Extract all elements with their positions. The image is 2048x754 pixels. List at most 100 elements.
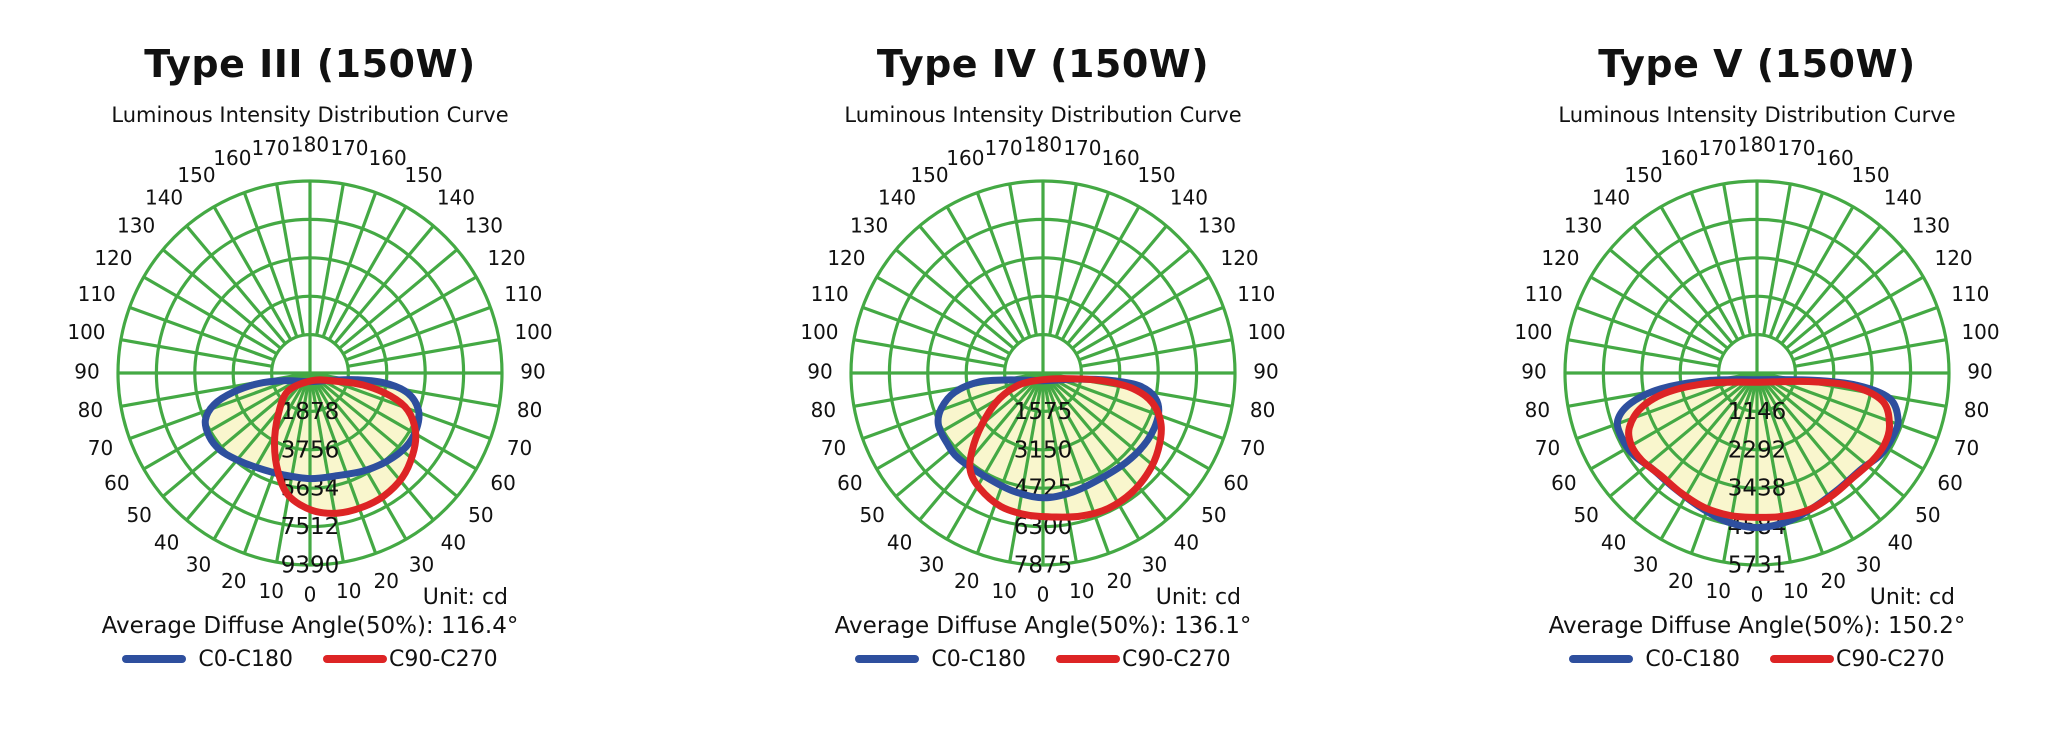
svg-text:90: 90 [74,359,99,383]
svg-text:90: 90 [520,359,545,383]
svg-text:90: 90 [1253,359,1278,383]
average-diffuse-angle-label: Average Diffuse Angle(50%): 136.1° [834,612,1252,639]
legend-swatch-c90-c270 [1770,655,1834,664]
svg-text:9390: 9390 [281,552,340,578]
svg-text:180: 180 [1024,133,1062,157]
svg-text:60: 60 [104,471,129,495]
svg-text:140: 140 [1592,185,1630,209]
svg-text:120: 120 [1541,246,1579,270]
svg-text:3150: 3150 [1014,437,1073,463]
svg-text:160: 160 [1660,146,1698,170]
svg-text:150: 150 [404,163,442,187]
svg-text:30: 30 [409,552,434,576]
svg-text:3756: 3756 [281,437,340,463]
average-diffuse-angle-label: Average Diffuse Angle(50%): 116.4° [101,612,519,639]
svg-text:20: 20 [954,569,979,593]
svg-text:30: 30 [1142,552,1167,576]
svg-text:150: 150 [1624,163,1662,187]
chart-column-type-v: Type V (150W) Luminous Intensity Distrib… [1447,0,2048,672]
curve-c90-c270 [271,376,420,517]
chart-title: Type III (150W) [144,42,476,86]
svg-text:100: 100 [514,320,552,344]
svg-text:150: 150 [1851,163,1889,187]
curve-c90-c270 [966,374,1165,521]
svg-text:170: 170 [1063,136,1101,160]
svg-text:70: 70 [1954,436,1979,460]
svg-text:40: 40 [1888,530,1913,554]
svg-text:30: 30 [919,552,944,576]
svg-text:150: 150 [910,163,948,187]
svg-text:10: 10 [1069,579,1094,603]
svg-text:0: 0 [304,582,317,606]
svg-text:140: 140 [1170,185,1208,209]
svg-text:130: 130 [1912,213,1950,237]
chart-title: Type V (150W) [1598,42,1916,86]
svg-text:50: 50 [859,503,884,527]
chart-column-type-iv: Type IV (150W) Luminous Intensity Distri… [733,0,1353,672]
svg-text:40: 40 [1174,530,1199,554]
svg-text:140: 140 [437,185,475,209]
svg-text:110: 110 [78,282,116,306]
svg-text:170: 170 [251,136,289,160]
svg-text:110: 110 [1951,282,1989,306]
svg-text:100: 100 [1514,320,1552,344]
unit-label: Unit: cd [1155,584,1241,610]
svg-text:40: 40 [154,530,179,554]
svg-text:0: 0 [1751,582,1764,606]
svg-text:80: 80 [1525,398,1550,422]
svg-text:20: 20 [1668,569,1693,593]
curve-c0-c180 [934,375,1163,502]
svg-text:180: 180 [1738,133,1776,157]
svg-text:90: 90 [807,359,832,383]
svg-text:100: 100 [1247,320,1285,344]
legend-label-c90-c270: C90-C270 [1836,646,1945,672]
svg-text:90: 90 [1521,359,1546,383]
svg-text:30: 30 [186,552,211,576]
svg-text:20: 20 [374,569,399,593]
svg-text:110: 110 [811,282,849,306]
svg-text:160: 160 [1102,146,1140,170]
svg-text:3438: 3438 [1728,475,1787,501]
average-diffuse-angle-label: Average Diffuse Angle(50%): 150.2° [1548,612,1966,639]
svg-text:50: 50 [1915,503,1940,527]
svg-text:160: 160 [213,146,251,170]
svg-text:10: 10 [992,579,1017,603]
svg-text:20: 20 [1107,569,1132,593]
svg-text:10: 10 [1783,579,1808,603]
svg-text:7875: 7875 [1014,552,1073,578]
polar-grid [849,179,1237,567]
svg-text:80: 80 [811,398,836,422]
legend-swatch-c0-c180 [855,655,920,664]
svg-text:60: 60 [1551,471,1576,495]
svg-text:80: 80 [78,398,103,422]
curve-c0-c180 [1613,375,1902,531]
polar-grid [116,179,504,567]
svg-text:50: 50 [126,503,151,527]
svg-text:40: 40 [887,530,912,554]
svg-text:170: 170 [1698,136,1736,160]
svg-text:130: 130 [850,213,888,237]
svg-text:40: 40 [1601,530,1626,554]
svg-text:2292: 2292 [1728,437,1787,463]
svg-text:30: 30 [1856,552,1881,576]
svg-text:80: 80 [517,398,542,422]
legend-label-c0-c180: C0-C180 [198,646,293,672]
svg-text:140: 140 [878,185,916,209]
svg-text:120: 120 [487,246,525,270]
svg-text:100: 100 [1961,320,1999,344]
legend-label-c0-c180: C0-C180 [1645,646,1740,672]
legend-swatch-c90-c270 [1056,655,1120,664]
legend: C0-C180 C90-C270 [1569,646,1945,672]
svg-text:70: 70 [821,436,846,460]
chart-title: Type IV (150W) [876,42,1210,86]
svg-text:140: 140 [1884,185,1922,209]
legend-swatch-c90-c270 [323,655,387,664]
svg-text:60: 60 [837,471,862,495]
svg-text:0: 0 [1037,582,1050,606]
svg-text:70: 70 [88,436,113,460]
